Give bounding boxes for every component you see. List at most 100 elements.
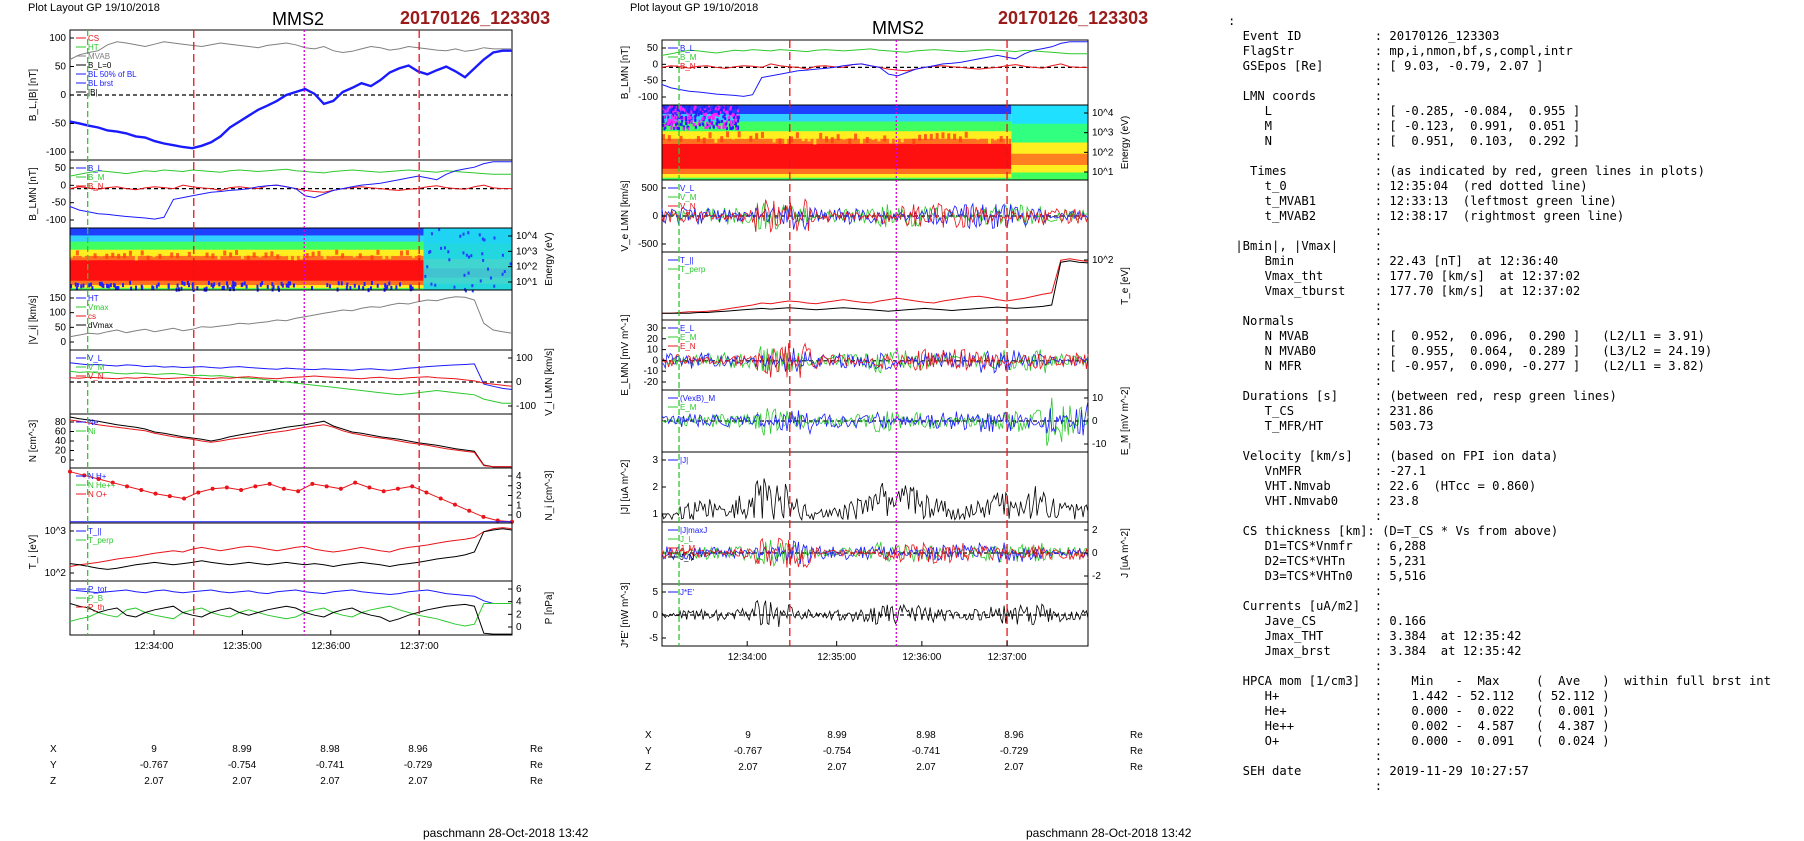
y-axis-label: B_LMN [nT] (620, 46, 631, 100)
spectrogram-cell (155, 284, 158, 289)
y-axis-label: |V_i| [km/s] (28, 295, 39, 344)
spectrogram-cell (718, 105, 721, 109)
spectrogram-band (1011, 153, 1088, 166)
position-value: 8.96 (1004, 730, 1024, 741)
spectrogram-cell (716, 105, 719, 109)
legend-entry: B_L (680, 44, 695, 53)
spectrogram-cell (328, 284, 331, 289)
info-line: D3=TCS*VHTn0 : 5,516 (1228, 569, 1427, 583)
spectrogram-cell (428, 250, 431, 254)
spectrogram-cell (478, 233, 481, 237)
series-line-black (69, 528, 513, 570)
spectrogram-cell (493, 236, 496, 240)
spectrogram-cell (187, 283, 190, 288)
spectrogram-cell (676, 121, 679, 125)
spectrogram-cell (232, 287, 235, 292)
info-line: Jave_CS : 0.166 (1228, 614, 1427, 628)
info-line: : (1228, 224, 1383, 238)
y-tick-label: 0 (60, 337, 66, 348)
spectrogram-cell (102, 284, 105, 289)
spectrogram-cell (825, 136, 829, 143)
spectrogram-cell (700, 111, 703, 115)
data-point (253, 484, 258, 489)
data-point (353, 480, 358, 485)
spectrogram-cell (462, 251, 465, 255)
spectrogram-cell (715, 122, 718, 126)
y-tick-label: -20 (644, 377, 659, 388)
spectrogram-cell (958, 136, 962, 143)
y-tick-label: 50 (647, 43, 659, 54)
spectrogram-cell (719, 108, 722, 112)
y-tick-label: -100 (46, 215, 66, 226)
y-axis-label: N_i [cm^-3] (544, 470, 555, 520)
y-tick-label: 5 (652, 587, 658, 598)
y-tick-label: 10 (1092, 393, 1104, 404)
spectrogram-cell (718, 125, 721, 129)
x-tick-label: 12:34:00 (728, 652, 767, 663)
spectrogram-cell (177, 287, 180, 292)
spectrogram-cell (953, 133, 957, 140)
info-line: VHT.Nmvab : 22.6 (HTcc = 0.860) (1228, 479, 1537, 493)
spectrogram-band (1011, 172, 1088, 181)
spectrogram-cell (113, 283, 116, 288)
spectrogram-cell (682, 111, 685, 115)
spectrogram-cell (128, 250, 132, 256)
spectrogram-band (1011, 165, 1088, 173)
spectrogram-cell (819, 132, 823, 139)
spectrogram-cell (671, 105, 674, 109)
spectrogram-cell (712, 107, 715, 111)
y-tick-label: 6 (516, 584, 522, 595)
series-line-blue (69, 161, 512, 220)
legend-entry: V_M (88, 363, 105, 372)
spectrogram-cell (180, 286, 183, 291)
spectrogram-cell (74, 282, 77, 287)
spectrogram-cell (357, 285, 360, 290)
spectrogram-cell (352, 252, 356, 258)
spectrogram-cell (679, 135, 683, 142)
y-tick-label: 0 (60, 455, 66, 466)
y-tick-label: 2 (1092, 525, 1098, 536)
series-line-gray (69, 296, 513, 338)
y-tick-label: 0 (1092, 548, 1098, 559)
y-tick-label: 80 (55, 417, 67, 428)
spectrogram-cell (736, 109, 739, 113)
spectrogram-band (1011, 105, 1088, 125)
info-line: : (1228, 749, 1383, 763)
y-tick-label: -2 (1092, 571, 1101, 582)
info-line: Normals : (1228, 314, 1383, 328)
position-value: 8.99 (232, 744, 252, 755)
data-point (310, 481, 315, 486)
spectrogram-cell (687, 106, 690, 110)
spectrogram-cell (288, 255, 292, 260)
spectrogram-cell (386, 284, 389, 289)
spectrogram-cell (682, 127, 685, 131)
spectrogram-cell (467, 231, 470, 235)
data-point (296, 489, 301, 494)
spectrogram-cell (729, 126, 732, 130)
spectrogram-cell (718, 120, 721, 124)
spectrogram-cell (667, 122, 670, 126)
spectrogram-cell (482, 258, 485, 262)
panel-5: V_LV_MV_N 100 0 -100 V_i LMN [km/s] (69, 348, 555, 416)
spectrogram-cell (673, 120, 676, 124)
spectrogram-cell (713, 105, 716, 109)
spectrogram-cell (696, 136, 700, 143)
spectrogram-cell (701, 116, 704, 120)
spectrogram-cell (710, 111, 713, 115)
spectrogram-cell (384, 285, 387, 290)
spectrogram-cell (196, 286, 199, 291)
spectrogram-cell (464, 289, 467, 293)
spectrogram-cell (993, 134, 997, 141)
info-line: D1=TCS*Vnmfr : 6,288 (1228, 539, 1427, 553)
spectrogram-cell (671, 124, 674, 128)
spectrogram-band (70, 260, 424, 282)
spectrogram-cell (358, 253, 362, 259)
position-row-label: X (50, 744, 57, 755)
spectrogram-cell (734, 122, 737, 126)
spectrogram-cell (287, 281, 290, 286)
y-tick-label: 2 (652, 482, 658, 493)
left-header: Plot Layout GP 19/10/2018 (28, 2, 160, 14)
legend-entry: HT (88, 43, 99, 52)
